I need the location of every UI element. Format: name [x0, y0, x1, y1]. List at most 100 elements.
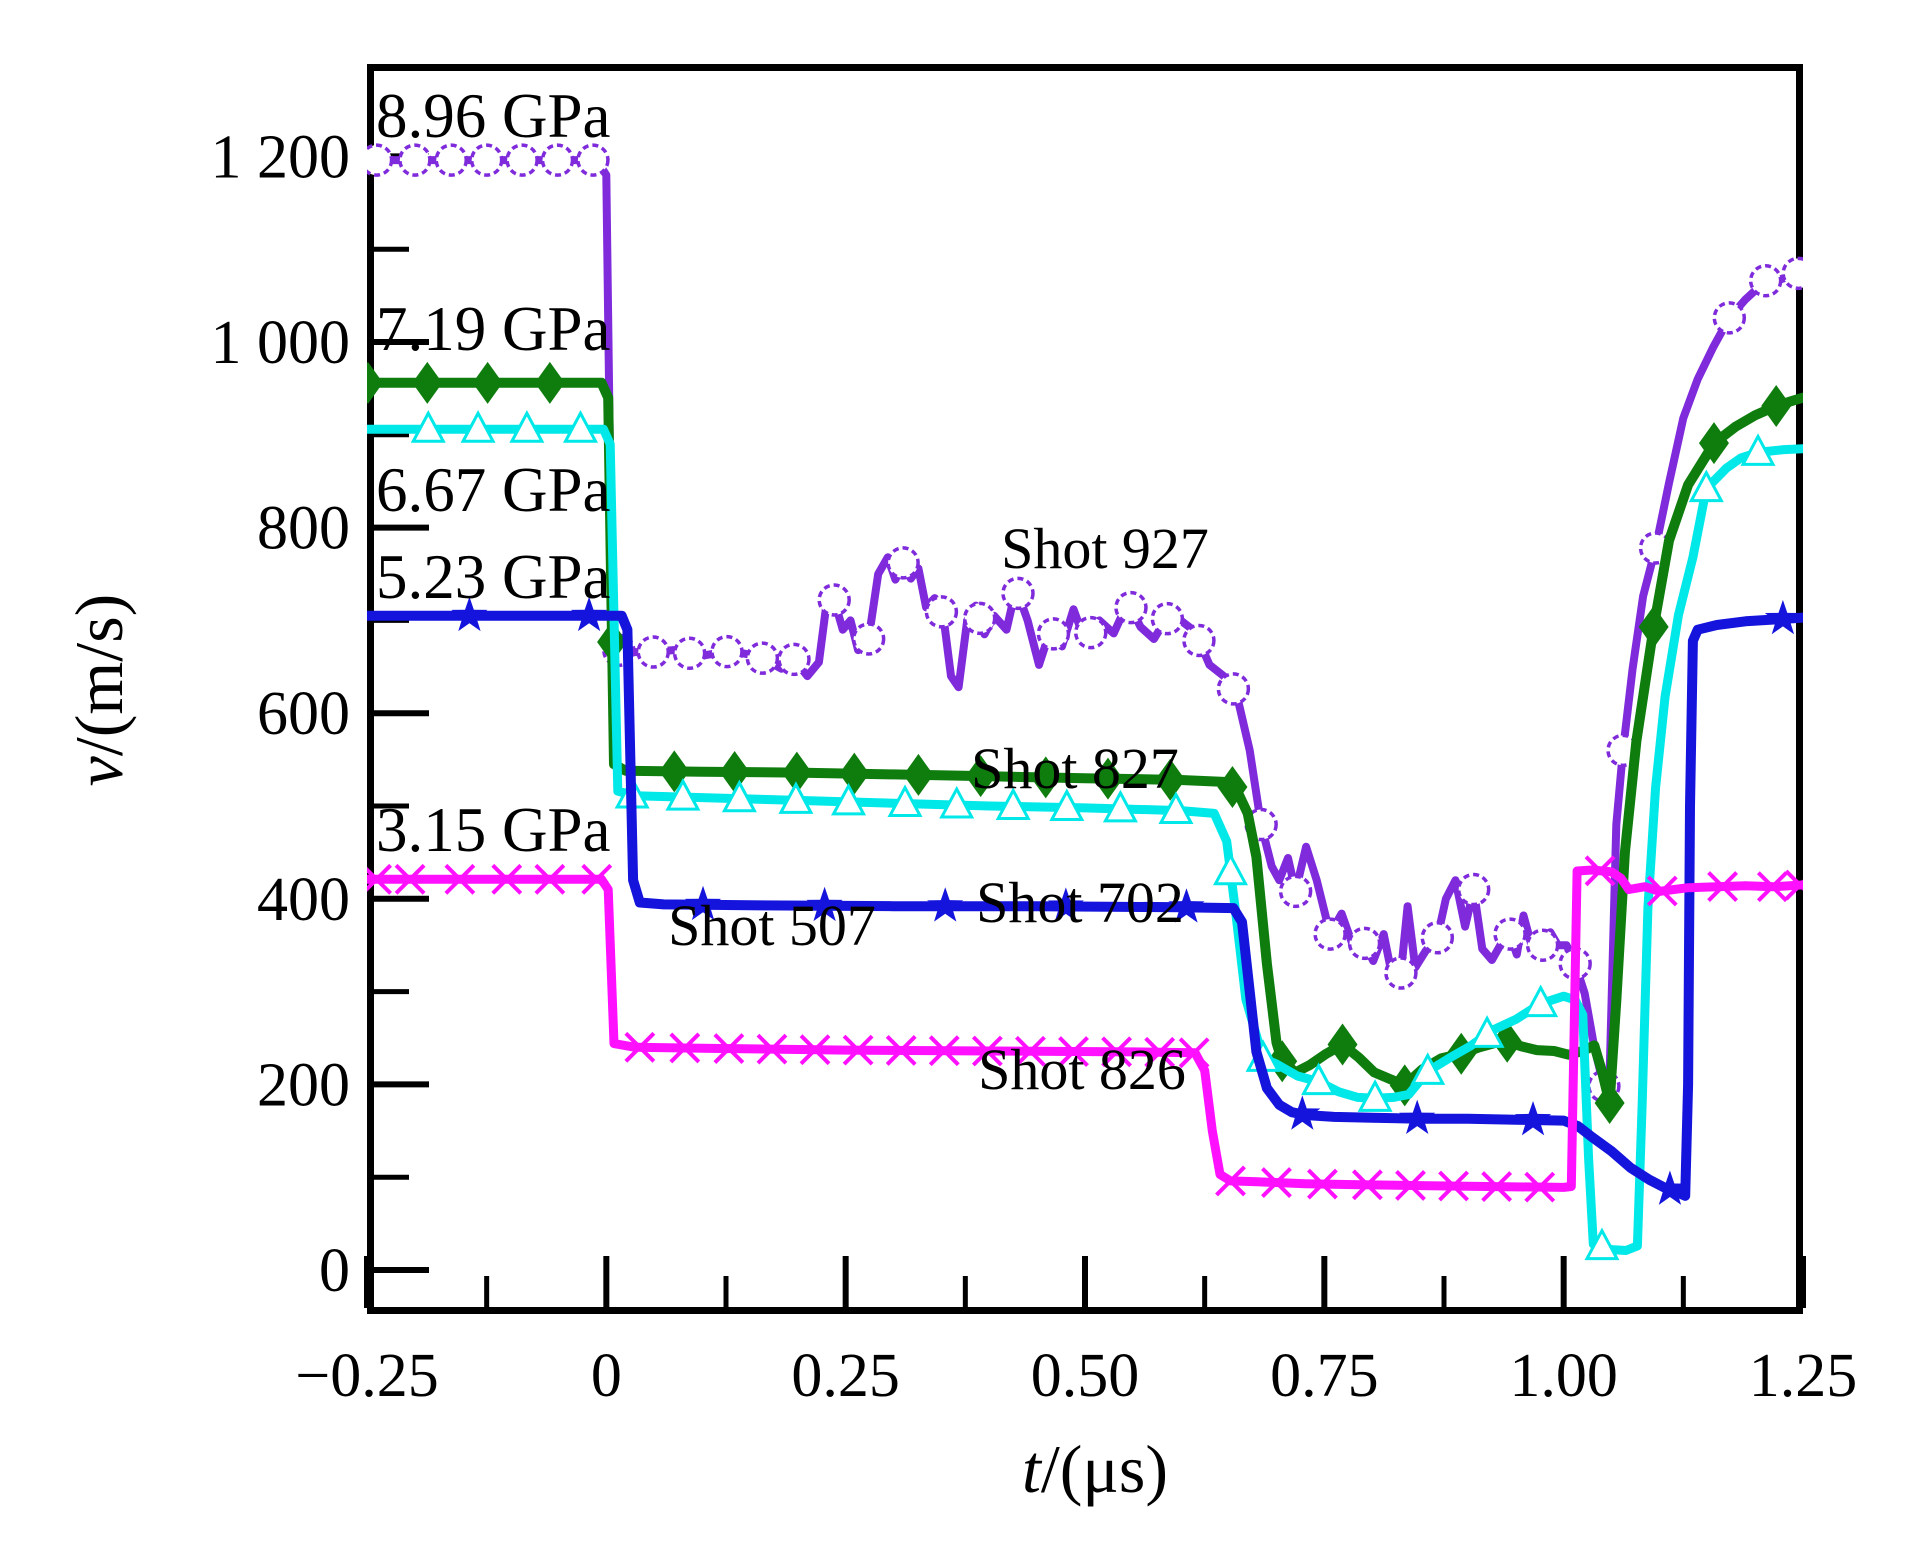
circle-marker [1182, 623, 1216, 658]
plot-frame [367, 64, 1803, 1314]
diamond-marker [1155, 758, 1186, 801]
x-marker [1707, 871, 1738, 902]
triangle-marker [1688, 469, 1724, 503]
triangle-marker [1213, 852, 1249, 886]
triangle-marker [665, 777, 701, 811]
triangle-marker [995, 787, 1031, 820]
triangle-marker [509, 410, 545, 443]
x-tick-label: 1.25 [1749, 1342, 1858, 1410]
circle-marker [1114, 590, 1148, 625]
diamond-marker [1594, 1081, 1625, 1124]
diamond-marker [781, 751, 812, 794]
diamond-marker [719, 750, 750, 793]
x-marker [756, 1033, 788, 1065]
triangle-marker [1410, 1052, 1446, 1085]
star-marker [451, 596, 488, 632]
star-marker [1514, 1100, 1552, 1136]
circle-marker [1073, 615, 1108, 650]
diamond-marker [1092, 757, 1123, 800]
circle-marker [1278, 874, 1313, 909]
triangle-marker [1049, 788, 1085, 822]
triangle-marker [1357, 1079, 1393, 1112]
circle-marker [1712, 301, 1747, 335]
diamond-marker [412, 361, 443, 404]
triangle-marker [460, 410, 496, 443]
triangle-marker [1523, 984, 1559, 1018]
y-tick-label: 0 [319, 1237, 350, 1305]
diamond-marker [903, 753, 934, 796]
circle-marker [1493, 917, 1527, 951]
x-marker [1395, 1170, 1426, 1201]
y-tick-label: 1 000 [211, 309, 351, 377]
x-marker [1058, 1036, 1089, 1067]
x-marker [1584, 855, 1616, 887]
diamond-marker [1698, 422, 1729, 465]
x-marker [581, 863, 613, 895]
star-marker [1168, 888, 1205, 923]
y-tick-label: 1 200 [211, 123, 351, 191]
x-marker [1784, 879, 1803, 901]
x-axis-tick-labels: −0.25 0 0.25 0.50 0.75 1.00 1.25 [295, 1342, 1857, 1410]
circle-marker [777, 642, 811, 677]
circle-marker [636, 635, 670, 669]
x-tick-label: 0.75 [1270, 1342, 1379, 1410]
circle-marker [1420, 921, 1455, 955]
circle-marker [710, 634, 744, 669]
circle-marker [469, 143, 504, 177]
circle-marker [1456, 872, 1491, 907]
shot-label: Shot 826 [978, 1037, 1186, 1102]
circle-marker [1384, 956, 1418, 990]
x-marker [534, 863, 566, 895]
y-axis-title: v/(m/s) [61, 594, 137, 787]
x-marker [1015, 1035, 1046, 1067]
circle-marker [434, 143, 468, 177]
circle-marker [1525, 928, 1560, 962]
circle-marker [367, 143, 394, 177]
x-marker [1178, 1037, 1210, 1069]
series-shot-507 [367, 596, 1803, 1205]
diamond-marker [367, 361, 383, 404]
triangle-marker [831, 782, 867, 816]
x-tick-label: 0.25 [791, 1342, 900, 1410]
circle-marker [1313, 917, 1347, 951]
star-marker [684, 885, 722, 921]
x-marker [394, 863, 426, 895]
x-marker [1438, 1170, 1469, 1202]
shot-label: Shot 507 [668, 893, 876, 958]
series-shot-702 [367, 410, 1803, 1261]
x-marker [669, 1032, 701, 1064]
triangle-marker [562, 410, 598, 443]
circle-marker [1748, 264, 1783, 298]
pressure-label: 5.23 GPa [376, 542, 611, 612]
circle-marker [672, 636, 707, 671]
x-marker [444, 863, 476, 895]
x-marker [1307, 1168, 1338, 1200]
series-shot-702-markers [410, 410, 1776, 1261]
y-tick-label: 600 [257, 680, 350, 748]
x-marker [491, 863, 523, 895]
circle-marker [924, 595, 959, 629]
x-tick-label: 1.00 [1509, 1342, 1618, 1410]
x-marker [367, 863, 392, 892]
series-shot-927-markers [367, 143, 1803, 1104]
circle-marker [1150, 601, 1185, 636]
x-tick-label: 0.50 [1031, 1342, 1140, 1410]
x-marker [1351, 1169, 1383, 1201]
circle-marker [886, 546, 920, 580]
pressure-label: 7.19 GPa [376, 294, 611, 364]
x-marker [1756, 871, 1788, 903]
pressure-label: 8.96 GPa [376, 81, 611, 151]
circle-marker [851, 622, 886, 656]
diamond-marker [1761, 385, 1792, 428]
x-tick-label: −0.25 [295, 1342, 438, 1410]
triangle-marker [939, 785, 975, 819]
circle-marker [817, 583, 851, 617]
star-marker [1047, 887, 1084, 922]
x-marker [799, 1034, 831, 1066]
x-marker [1215, 1165, 1246, 1197]
circle-marker [540, 143, 575, 177]
series-layer [367, 143, 1803, 1261]
axis-ticks [364, 153, 1806, 1308]
